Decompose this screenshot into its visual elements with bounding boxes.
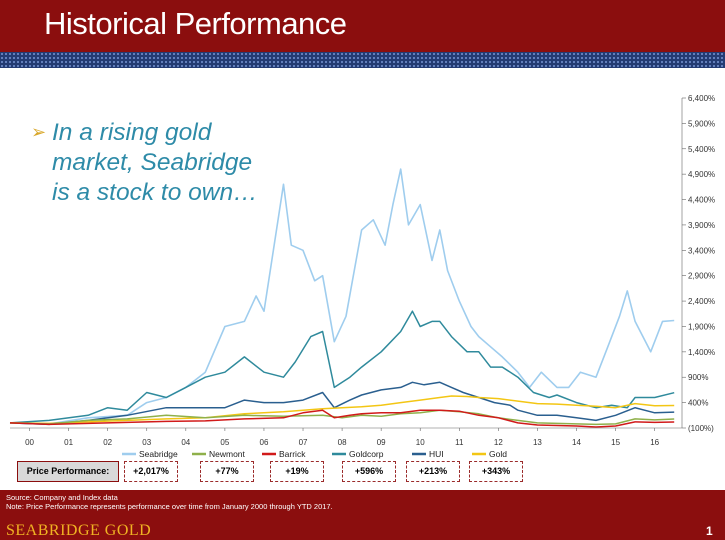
- x-tick-label: 06: [260, 438, 269, 447]
- y-tick-label: 400%: [688, 399, 708, 408]
- x-tick-label: 11: [455, 438, 464, 447]
- bullet-arrow-icon: ➢: [31, 122, 47, 142]
- x-tick-label: 04: [181, 438, 190, 447]
- headline: In a rising gold market, Seabridge is a …: [52, 119, 258, 206]
- footer-bar: [0, 490, 725, 540]
- y-tick-label: 4,900%: [688, 170, 715, 179]
- chart-axes: (100%) 400% 900% 1,400% 1,900% 2,400% 2,900% 3,…: [10, 94, 715, 447]
- x-tick-label: 07: [299, 438, 308, 447]
- perf-value-newmont: +77%: [200, 461, 254, 482]
- brand-logo-text: SEABRIDGE GOLD: [6, 522, 152, 539]
- x-tick-label: 10: [416, 438, 425, 447]
- legend-label-newmont: Newmont: [209, 449, 246, 459]
- x-tick-label: 13: [533, 438, 542, 447]
- chart-legend: Seabridge Newmont Barrick Goldcorp HUI Gold: [122, 449, 507, 459]
- y-tick-label: 3,900%: [688, 221, 715, 230]
- y-tick-label: 5,400%: [688, 145, 715, 154]
- note-line: Note: Price Performance represents perfo…: [6, 502, 333, 511]
- series-line-goldcorp: [9, 310, 675, 424]
- page-number: 1: [706, 524, 713, 538]
- legend-label-hui: HUI: [429, 449, 444, 459]
- perf-value-goldcorp: +596%: [342, 461, 396, 482]
- y-tick-label: 3,400%: [688, 246, 715, 255]
- y-tick-label: (100%): [688, 424, 714, 433]
- y-tick-label: 1,900%: [688, 322, 715, 331]
- legend-label-goldcorp: Goldcorp: [349, 449, 384, 459]
- legend-label-gold: Gold: [489, 449, 507, 459]
- x-tick-label: 12: [494, 438, 503, 447]
- source-line: Source: Company and Index data: [6, 493, 118, 502]
- perf-value-barrick: +19%: [270, 461, 324, 482]
- y-tick-label: 2,400%: [688, 297, 715, 306]
- perf-value-hui: +213%: [406, 461, 460, 482]
- y-tick-label: 1,400%: [688, 348, 715, 357]
- price-performance-label: Price Performance:: [17, 461, 119, 482]
- perf-value-gold: +343%: [469, 461, 523, 482]
- performance-chart: (100%) 400% 900% 1,400% 1,900% 2,400% 2,900% 3,…: [9, 94, 715, 459]
- series-line-gold: [9, 395, 675, 425]
- x-tick-label: 01: [64, 438, 73, 447]
- x-tick-label: 08: [338, 438, 347, 447]
- y-tick-label: 4,400%: [688, 196, 715, 205]
- x-tick-label: 03: [142, 438, 151, 447]
- x-tick-label: 05: [220, 438, 229, 447]
- series-line-seabridge: [9, 168, 675, 425]
- x-tick-label: 09: [377, 438, 386, 447]
- decorative-band: [0, 52, 725, 68]
- x-tick-label: 15: [611, 438, 620, 447]
- series-line-hui: [9, 381, 675, 426]
- series-line-newmont: [9, 409, 675, 426]
- perf-value-seabridge: +2,017%: [124, 461, 178, 482]
- legend-label-seabridge: Seabridge: [139, 449, 178, 459]
- x-tick-label: 16: [650, 438, 659, 447]
- y-tick-label: 6,400%: [688, 94, 715, 103]
- title-bar: [0, 0, 725, 52]
- legend-label-barrick: Barrick: [279, 449, 306, 459]
- y-tick-label: 2,900%: [688, 272, 715, 281]
- y-tick-label: 900%: [688, 373, 708, 382]
- y-tick-label: 5,900%: [688, 119, 715, 128]
- page-title: Historical Performance: [44, 6, 347, 41]
- series-line-barrick: [9, 409, 675, 428]
- source-note: Source: Company and Index data Note: Pri…: [6, 493, 333, 511]
- chart-series-group: [9, 168, 675, 428]
- x-tick-label: 00: [25, 438, 34, 447]
- x-tick-label: 14: [572, 438, 581, 447]
- x-tick-label: 02: [103, 438, 112, 447]
